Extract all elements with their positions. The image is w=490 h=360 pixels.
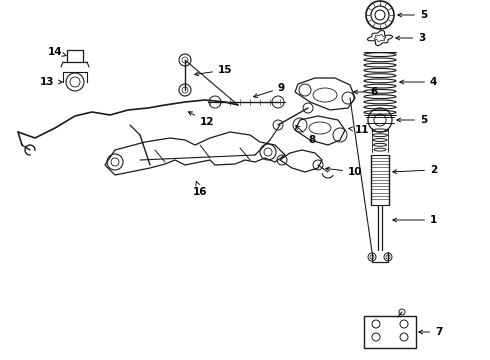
Text: 5: 5 xyxy=(397,115,427,125)
Text: 5: 5 xyxy=(398,10,427,20)
Text: 1: 1 xyxy=(393,215,437,225)
Text: 9: 9 xyxy=(254,83,285,98)
Text: 16: 16 xyxy=(193,181,207,197)
Text: 6: 6 xyxy=(354,87,377,97)
Text: 13: 13 xyxy=(40,77,62,87)
Text: 2: 2 xyxy=(393,165,437,175)
Text: 3: 3 xyxy=(396,33,425,43)
Text: 7: 7 xyxy=(419,327,442,337)
Text: 14: 14 xyxy=(48,47,66,57)
Text: 11: 11 xyxy=(349,125,369,135)
Circle shape xyxy=(368,253,376,261)
Circle shape xyxy=(384,253,392,261)
Text: 4: 4 xyxy=(400,77,438,87)
Text: 8: 8 xyxy=(296,126,315,145)
Text: 15: 15 xyxy=(195,65,232,76)
Text: 10: 10 xyxy=(326,167,363,177)
Text: 12: 12 xyxy=(188,112,215,127)
